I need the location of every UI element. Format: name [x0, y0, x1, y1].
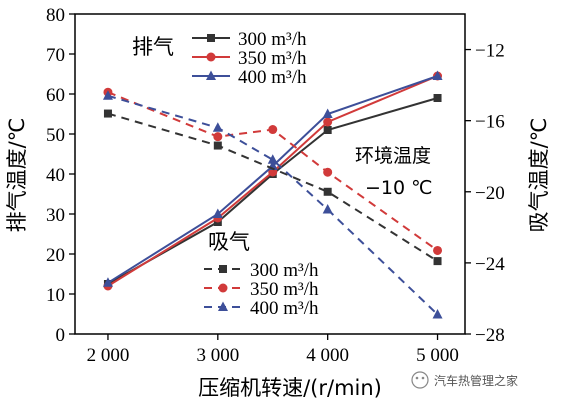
- data-point: [323, 167, 333, 177]
- x-tick-label: 3 000: [196, 345, 239, 366]
- series-layer: [102, 70, 443, 319]
- data-point: [212, 208, 223, 218]
- y-right-tick-label: −24: [475, 254, 505, 275]
- legend-entry: 400 m³/h: [238, 67, 307, 88]
- data-point: [267, 154, 278, 164]
- series-suction-0: [103, 109, 442, 266]
- series-suction-1: [103, 87, 443, 255]
- data-point: [433, 94, 442, 102]
- y-right-tick-label: −28: [475, 325, 505, 346]
- data-point: [213, 132, 223, 142]
- y-right-axis-title: 吸气温度/℃: [527, 118, 551, 233]
- legend-entry: 400 m³/h: [250, 298, 319, 319]
- x-axis-title: 压缩机转速/(r/min): [198, 376, 382, 400]
- y-left-tick-label: 50: [46, 125, 65, 146]
- y-left-tick-label: 40: [46, 165, 65, 186]
- series-suction-2: [102, 90, 443, 319]
- legend-swatch-marker: [218, 283, 228, 293]
- series-line: [107, 94, 439, 316]
- y-left-tick-label: 60: [46, 85, 65, 106]
- legend-title: 排气: [132, 35, 174, 59]
- data-point: [268, 125, 278, 135]
- series-discharge-2: [102, 70, 443, 287]
- ambient-annotation-line1: 环境温度: [355, 145, 431, 167]
- watermark: 汽车热管理之家: [411, 371, 518, 389]
- x-tick-label: 4 000: [306, 345, 349, 366]
- y-left-tick-label: 30: [46, 205, 65, 226]
- data-point: [103, 109, 112, 118]
- legend-title: 吸气: [208, 230, 250, 254]
- legend-entry: 300 m³/h: [238, 29, 307, 50]
- data-point: [102, 277, 113, 287]
- data-point: [322, 108, 333, 118]
- series-line: [107, 112, 439, 262]
- legend-swatch-marker: [207, 34, 215, 42]
- x-tick-label: 5 000: [416, 345, 459, 366]
- data-point: [433, 257, 442, 266]
- data-point: [323, 187, 332, 196]
- y-left-tick-label: 0: [56, 325, 66, 346]
- data-point: [102, 90, 113, 100]
- legend-entry: 300 m³/h: [250, 260, 319, 281]
- legend-swatch-marker: [206, 70, 216, 80]
- y-right-tick-label: −12: [475, 41, 505, 62]
- y-left-tick-label: 20: [46, 245, 65, 266]
- data-point: [322, 204, 333, 214]
- data-point: [432, 308, 443, 319]
- legend-entry: 350 m³/h: [238, 48, 307, 69]
- ambient-annotation-line2: −10 ℃: [365, 177, 432, 199]
- y-left-tick-label: 10: [46, 285, 65, 306]
- y-left-tick-label: 70: [46, 45, 65, 66]
- y-right-tick-label: −16: [475, 112, 505, 133]
- data-point: [432, 70, 443, 80]
- data-point: [323, 126, 332, 134]
- tick-layer: 0 10 20 30 40 50 60 70 80 −12 −16 −20 −24 −28 2 000 3 0…: [46, 5, 505, 366]
- legend-swatch-marker: [218, 301, 228, 311]
- y-left-axis-title: 排气温度/℃: [5, 118, 29, 233]
- watermark-text: 汽车热管理之家: [434, 373, 518, 388]
- x-tick-label: 2 000: [87, 345, 130, 366]
- legend-swatch-marker: [219, 265, 227, 273]
- data-point: [213, 141, 222, 150]
- legend-entry: 350 m³/h: [250, 279, 319, 300]
- y-right-tick-label: −20: [475, 183, 505, 204]
- data-point: [323, 117, 333, 127]
- legend-swatch-marker: [206, 52, 216, 62]
- data-point: [433, 245, 443, 255]
- data-point: [212, 122, 223, 132]
- y-left-tick-label: 80: [46, 5, 65, 26]
